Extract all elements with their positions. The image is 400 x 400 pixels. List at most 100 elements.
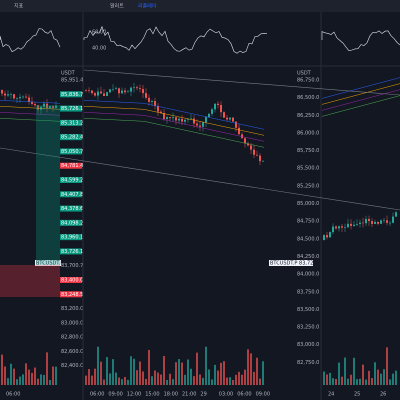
axis-label: 84,599.2 [61, 178, 83, 184]
moving-average [83, 106, 265, 136]
axis-label: 85,951.4 [61, 78, 83, 84]
axis-label: 82,750.0 [297, 360, 319, 366]
candle-body [380, 220, 382, 224]
volume-bar [383, 369, 385, 385]
candle-body [121, 90, 123, 94]
candle-body [148, 97, 150, 102]
volume-bar [106, 357, 108, 385]
moving-average [321, 95, 400, 117]
volume-bar [377, 369, 379, 385]
candle-body [88, 90, 90, 91]
candle-body [178, 118, 180, 121]
price-tag: BTCUSDT.P 83,726.1 [270, 261, 321, 267]
toolbar-item[interactable]: 지표 [14, 3, 24, 10]
axis-label: 83,000.0 [61, 320, 83, 326]
volume-bar [130, 356, 132, 385]
volume-bar [229, 377, 231, 385]
candle-body [332, 226, 334, 233]
candle-body [112, 89, 114, 90]
moving-average [321, 77, 400, 99]
candle-body [118, 88, 120, 94]
candle-body [208, 113, 210, 118]
candle-body [163, 113, 165, 120]
toolbar-item[interactable]: 알러트 [110, 3, 124, 10]
axis-label: 84,781.4 [61, 163, 83, 169]
position-zone [36, 105, 60, 265]
axis-label: 83,960.1 [61, 235, 83, 241]
axis-label: 84,407.8 [61, 192, 83, 198]
axis-label: 85,500.0 [297, 166, 319, 172]
candle-body [130, 87, 132, 92]
candle-body [374, 221, 376, 224]
candle-body [353, 224, 355, 226]
candle-body [244, 138, 246, 144]
volume-bar [28, 369, 30, 385]
candle-body [238, 127, 240, 135]
axis-label: 83,248.5 [61, 292, 83, 298]
moving-average [321, 89, 400, 111]
price-tag: BTCUSDT.P [36, 261, 63, 267]
price-tag-bg [60, 291, 82, 298]
candle-body [106, 92, 108, 96]
volume-bar [109, 373, 111, 385]
volume-bar [356, 379, 358, 385]
volume-bar [154, 370, 156, 385]
candle-body [362, 222, 364, 224]
time-label: 25 [354, 392, 360, 398]
candle-body [202, 122, 204, 127]
volume-bar [175, 362, 177, 385]
candle-body [359, 222, 361, 225]
axis-label: 84,000.0 [297, 272, 319, 278]
moving-average [0, 118, 61, 122]
candle-body [19, 97, 21, 99]
volume-bar [148, 349, 150, 385]
axis-label: 82,600.0 [61, 349, 83, 355]
candle-body [341, 226, 343, 228]
candle-body [226, 117, 228, 120]
candle-body [169, 117, 171, 119]
volume-bar [151, 376, 153, 385]
candle-body [250, 145, 252, 150]
volume-bar [392, 373, 394, 385]
candle-body [386, 220, 388, 223]
volume-bar [103, 379, 105, 385]
candle-body [139, 88, 141, 90]
axis-label: 84,378.6 [61, 206, 83, 212]
volume-bar [139, 361, 141, 385]
volume-bar [52, 366, 54, 385]
axis-label: 85,726.1 [61, 106, 83, 112]
volume-bar [121, 379, 123, 385]
unit-label: USDT [61, 71, 76, 77]
toolbar-item[interactable]: 리플레이 [138, 3, 156, 10]
price-tag-bg [60, 219, 82, 226]
volume-bar [238, 371, 240, 385]
volume-bar [97, 346, 99, 385]
volume-bar [332, 378, 334, 385]
volume-bar [253, 371, 255, 385]
candle-body [193, 118, 195, 124]
price-tag-bg [60, 134, 82, 141]
axis-label: 85,282.4 [61, 135, 83, 141]
volume-bar [208, 369, 210, 385]
volume-bar [259, 378, 261, 385]
volume-bar [169, 373, 171, 385]
volume-bar [350, 374, 352, 385]
candle-body [223, 112, 225, 118]
volume-bar [133, 358, 135, 385]
price-tag-bg [60, 205, 82, 212]
moving-average [0, 112, 61, 116]
toolbar [0, 0, 400, 12]
volume-bar [142, 371, 144, 385]
volume-bar [88, 369, 90, 385]
price-tag-bg [60, 119, 82, 126]
candle-body [389, 222, 391, 224]
candle-body [187, 119, 189, 120]
position-zone [0, 265, 60, 297]
candle-body [31, 101, 33, 104]
time-label: 29 [200, 392, 206, 398]
candle-body [154, 100, 156, 106]
volume-bar [136, 370, 138, 385]
candle-body [247, 143, 249, 146]
volume-bar [202, 377, 204, 385]
